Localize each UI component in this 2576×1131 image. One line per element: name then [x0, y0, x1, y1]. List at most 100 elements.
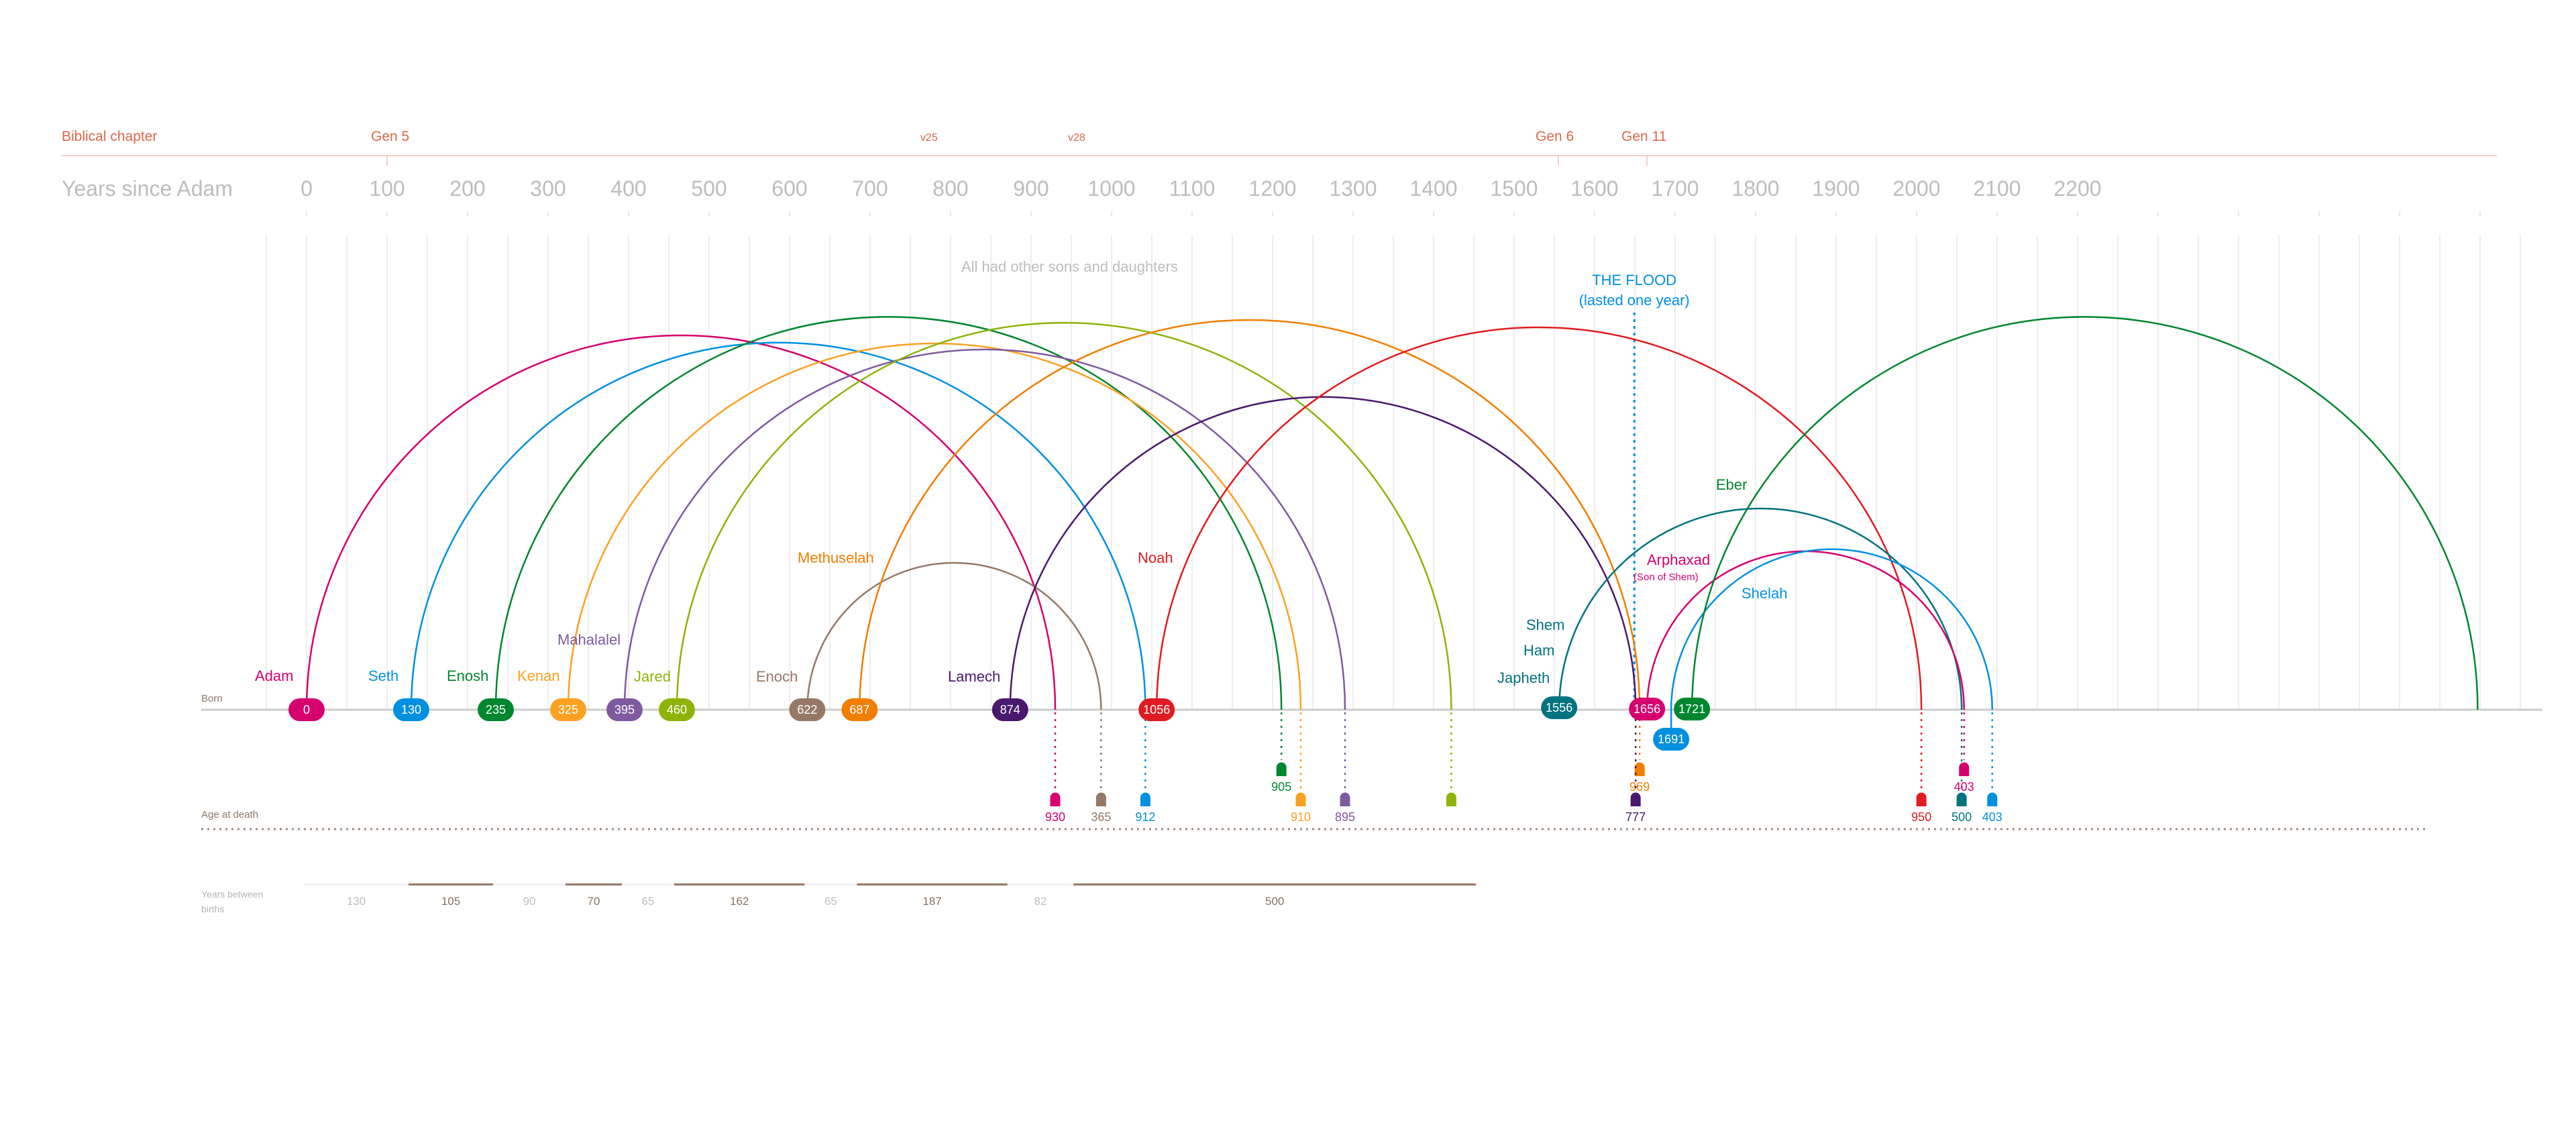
- arc-lamech: [1009, 396, 1637, 710]
- birth-node-pill: [606, 698, 643, 721]
- person-name: Lamech: [948, 668, 1000, 685]
- death-marker-mahalalel: [1340, 792, 1350, 806]
- person-name: Methuselah: [798, 549, 874, 566]
- person-name: Noah: [1138, 549, 1173, 566]
- years-between-bar: [804, 883, 857, 885]
- birth-year: 1656: [1633, 702, 1660, 716]
- birth-node-jared: 460: [659, 698, 695, 721]
- person-name: Shelah: [1741, 585, 1788, 602]
- x-tick-label: 1200: [1248, 176, 1296, 201]
- years-between-bar: [674, 883, 805, 885]
- age-at-death-value: 905: [1271, 780, 1291, 794]
- person-name: Shem: [1526, 616, 1564, 633]
- gridlines: [266, 235, 2521, 710]
- death-marker-shem: [1956, 792, 1967, 806]
- birth-node-seth: 130: [393, 698, 429, 721]
- x-tick-label: 800: [932, 176, 968, 201]
- birth-node-lamech: 874: [991, 698, 1028, 721]
- person-name: Enoch: [756, 668, 798, 685]
- x-tick-label: 100: [369, 176, 405, 201]
- age-at-death-value: 403: [1954, 780, 1974, 794]
- x-tick-label: 200: [449, 176, 485, 201]
- birth-node-pill: [288, 698, 325, 721]
- x-tick-label: 1000: [1087, 176, 1135, 201]
- x-axis: Years since Adam 0 100 200 300 400 500 600 700 8…: [62, 176, 2481, 216]
- chapter-marker: Gen 11: [1621, 129, 1666, 144]
- death-marker-shelah: [1987, 792, 1998, 806]
- birth-year: 130: [401, 703, 421, 716]
- years-between-value: 82: [1034, 895, 1047, 908]
- birth-node-kenan: 325: [550, 698, 586, 721]
- years-between-value: 162: [730, 895, 749, 908]
- birth-year: 0: [303, 703, 310, 716]
- note-text: All had other sons and daughters: [961, 258, 1178, 275]
- years-between-bar: [304, 883, 409, 885]
- x-tick-label: 300: [530, 176, 566, 201]
- birth-node-enoch: 622: [789, 698, 826, 721]
- chapter-row: Biblical chapter Gen 5 v25 v28 Gen 6 Gen 11: [62, 129, 2497, 166]
- birth-year: 1556: [1546, 701, 1572, 714]
- birth-node-mahalalel: 395: [606, 698, 643, 721]
- arc-noah: [1155, 326, 1923, 710]
- birth-node-pill: [393, 698, 429, 721]
- years-between-bar: [1007, 883, 1074, 885]
- lifespan-arcs: [305, 316, 2479, 739]
- person-name: Ham: [1523, 642, 1554, 659]
- birth-year: 687: [849, 703, 869, 716]
- birth-year: 1721: [1678, 702, 1705, 716]
- birth-node-pill: [841, 698, 878, 721]
- flood-title: THE FLOOD: [1592, 272, 1676, 288]
- x-tick-label: 700: [852, 176, 888, 201]
- death-marker-adam: [1050, 792, 1061, 806]
- birth-node-adam: 0: [288, 698, 325, 721]
- birth-node-methuselah: 687: [841, 698, 878, 721]
- x-tick-label: 1400: [1409, 176, 1457, 201]
- birth-node-arphaxad: 1656: [1629, 698, 1666, 720]
- years-between-value: 65: [642, 895, 655, 908]
- years-between-bar: [409, 883, 493, 885]
- x-tick-label: 1500: [1490, 176, 1538, 201]
- birth-node-eber: 1721: [1674, 698, 1711, 720]
- age-at-death-value: 969: [1629, 780, 1650, 794]
- x-tick-label: 600: [771, 176, 807, 201]
- birth-node-shelah: 1691: [1653, 728, 1690, 751]
- birth-year: 622: [797, 703, 817, 716]
- birth-node-noah: 1056: [1138, 698, 1175, 721]
- death-marker-enosh: [1276, 762, 1287, 776]
- death-marker-kenan: [1295, 792, 1306, 806]
- age-at-death-label: Age at death: [201, 809, 258, 820]
- person-note: (Son of Shem): [1633, 572, 1699, 583]
- person-labels: Adam Seth Enosh Kenan Mahalalel Jared Enoch Met…: [255, 476, 1788, 686]
- person-name: Kenan: [517, 667, 560, 684]
- person-name: Japheth: [1497, 669, 1550, 686]
- death-marker-noah: [1916, 792, 1927, 806]
- years-between-bar: [857, 883, 1008, 885]
- birth-year: 235: [486, 703, 506, 716]
- death-marker-arphaxad: [1959, 762, 1970, 776]
- x-tick-label: 1800: [1731, 176, 1779, 201]
- death-marker-methuselah: [1634, 762, 1645, 776]
- person-name: Enosh: [447, 667, 488, 684]
- flood-subtitle: (lasted one year): [1579, 292, 1690, 309]
- years-between-value: 130: [347, 895, 366, 908]
- age-at-death-value: 912: [1135, 810, 1155, 824]
- x-tick-label: 0: [301, 176, 313, 201]
- years-between-value: 90: [523, 895, 536, 908]
- birth-year: 1691: [1658, 733, 1684, 746]
- death-marker-enoch: [1095, 792, 1106, 806]
- x-tick-label: 2000: [1892, 176, 1940, 201]
- birth-node-pill: [789, 698, 826, 721]
- birth-node-pill: [478, 698, 514, 721]
- arc-adam: [305, 334, 1057, 710]
- age-at-death-value: 930: [1045, 810, 1065, 824]
- arc-enoch: [806, 561, 1102, 710]
- birth-node-shem: 1556: [1541, 696, 1578, 719]
- years-between-value: 500: [1265, 895, 1284, 908]
- years-between-value: 187: [922, 895, 941, 908]
- death-marker-jared: [1446, 792, 1456, 806]
- born-label: Born: [201, 693, 223, 704]
- arc-enosh: [494, 316, 1283, 710]
- birth-year: 325: [558, 703, 578, 716]
- x-tick-label: 1300: [1329, 176, 1377, 201]
